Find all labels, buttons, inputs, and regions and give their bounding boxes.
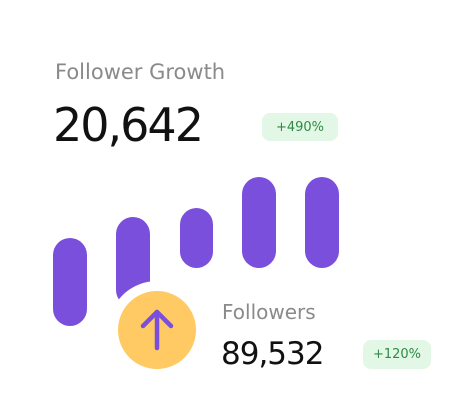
bar <box>242 177 276 268</box>
followers-value: 89,532 <box>221 336 324 372</box>
growth-value: 20,642 <box>53 98 204 152</box>
arrow-up-icon <box>140 309 174 351</box>
followers-badge: +120% <box>363 340 431 369</box>
followers-label: Followers <box>222 300 316 324</box>
bar <box>305 177 339 268</box>
growth-badge: +490% <box>262 113 338 141</box>
title: Follower Growth <box>55 60 226 84</box>
bar <box>53 238 87 326</box>
bar <box>180 208 213 268</box>
